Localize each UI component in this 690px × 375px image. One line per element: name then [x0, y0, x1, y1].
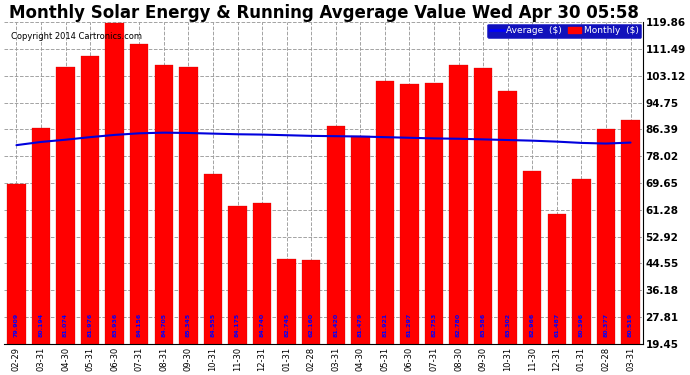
Text: 80.377: 80.377 [604, 313, 609, 337]
Bar [449, 65, 468, 375]
Bar [498, 91, 517, 375]
Bar [351, 135, 370, 375]
Bar [130, 44, 148, 375]
Bar [474, 68, 493, 375]
Text: 81.921: 81.921 [382, 313, 387, 337]
Text: 61.487: 61.487 [554, 313, 560, 337]
Text: 79.909: 79.909 [14, 313, 19, 337]
Text: 84.740: 84.740 [259, 313, 264, 337]
Text: 84.705: 84.705 [161, 313, 166, 337]
Bar [81, 56, 99, 375]
Text: 85.345: 85.345 [186, 313, 191, 337]
Text: 84.175: 84.175 [235, 313, 240, 337]
Text: 82.966: 82.966 [530, 313, 535, 337]
Text: 80.396: 80.396 [579, 313, 584, 337]
Bar [597, 129, 615, 375]
Bar [425, 83, 443, 375]
Bar [32, 128, 50, 375]
Text: Copyright 2014 Cartronics.com: Copyright 2014 Cartronics.com [10, 32, 141, 41]
Bar [375, 81, 394, 375]
Text: 82.753: 82.753 [431, 313, 437, 337]
Bar [253, 203, 271, 375]
Text: 81.976: 81.976 [88, 313, 92, 337]
Bar [302, 260, 320, 375]
Bar [204, 174, 222, 375]
Bar [7, 184, 26, 375]
Text: 81.297: 81.297 [407, 313, 412, 337]
Text: 83.936: 83.936 [112, 313, 117, 337]
Bar [57, 67, 75, 375]
Legend: Average  ($), Monthly  ($): Average ($), Monthly ($) [488, 24, 642, 38]
Bar [523, 171, 542, 375]
Text: 62.160: 62.160 [308, 313, 314, 337]
Bar [548, 214, 566, 375]
Bar [621, 120, 640, 375]
Bar [106, 24, 124, 375]
Title: Monthly Solar Energy & Running Avgerage Value Wed Apr 30 05:58: Monthly Solar Energy & Running Avgerage … [8, 4, 638, 22]
Text: 81.479: 81.479 [358, 313, 363, 337]
Bar [179, 67, 197, 375]
Bar [572, 179, 591, 375]
Bar [228, 206, 247, 375]
Bar [277, 259, 296, 375]
Text: 80.519: 80.519 [628, 313, 633, 337]
Text: 80.194: 80.194 [39, 313, 43, 337]
Text: 84.156: 84.156 [137, 313, 141, 337]
Bar [326, 126, 345, 375]
Text: 83.586: 83.586 [481, 313, 486, 337]
Text: 83.302: 83.302 [505, 313, 510, 337]
Text: 81.420: 81.420 [333, 313, 338, 337]
Text: 84.555: 84.555 [210, 313, 215, 337]
Bar [155, 65, 173, 375]
Text: 81.074: 81.074 [63, 313, 68, 337]
Text: 82.745: 82.745 [284, 313, 289, 337]
Text: 82.780: 82.780 [456, 313, 461, 337]
Bar [400, 84, 419, 375]
